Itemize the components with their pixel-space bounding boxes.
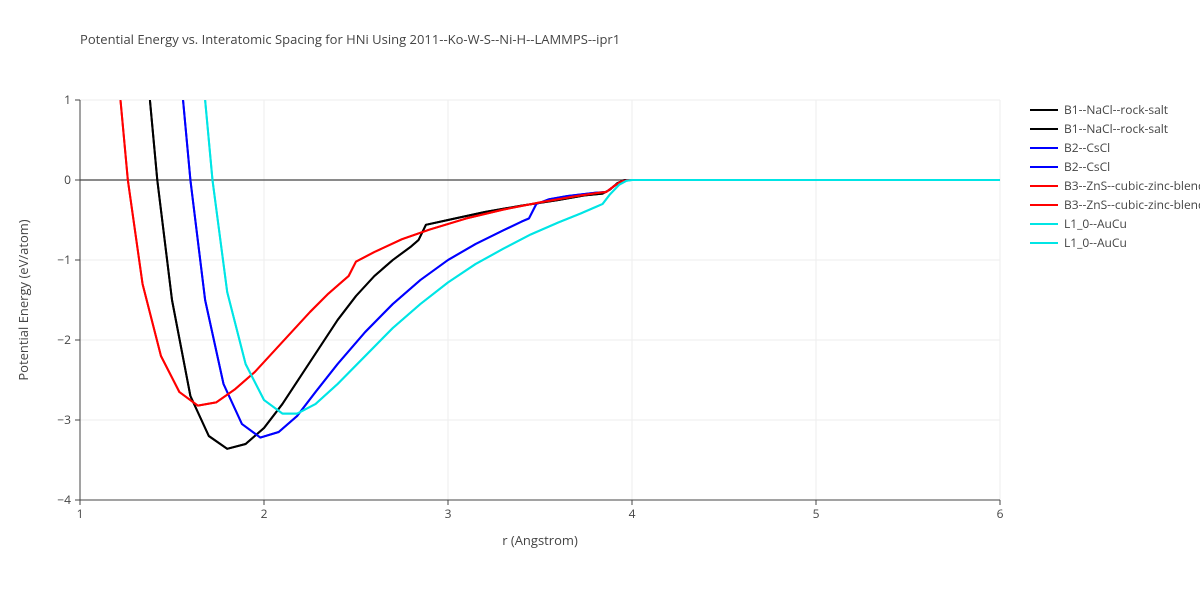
legend-item-2[interactable]: B2--CsCl: [1030, 138, 1200, 157]
legend-label: B2--CsCl: [1064, 158, 1110, 175]
svg-text:1: 1: [77, 505, 84, 522]
legend-item-0[interactable]: B1--NaCl--rock-salt: [1030, 100, 1200, 119]
series-line-0: [150, 100, 1000, 449]
svg-text:6: 6: [997, 505, 1004, 522]
legend-item-6[interactable]: L1_0--AuCu: [1030, 214, 1200, 233]
legend-label: B1--NaCl--rock-salt: [1064, 120, 1168, 137]
svg-text:4: 4: [629, 505, 636, 522]
svg-text:0: 0: [64, 171, 71, 188]
svg-text:1: 1: [64, 91, 71, 108]
legend-swatch: [1030, 204, 1058, 206]
series-line-4: [120, 100, 1000, 406]
svg-text:−2: −2: [57, 331, 71, 348]
legend-label: B2--CsCl: [1064, 139, 1110, 156]
legend-label: L1_0--AuCu: [1064, 234, 1127, 251]
legend: B1--NaCl--rock-salt B1--NaCl--rock-salt B2…: [1030, 100, 1200, 252]
legend-swatch: [1030, 185, 1058, 187]
series-line-1: [150, 100, 1000, 449]
legend-item-1[interactable]: B1--NaCl--rock-salt: [1030, 119, 1200, 138]
plot-svg: 1 2 3 4 5 6 −4 −3 −2 −1 0 1 r (Angstrom) Potential En…: [0, 0, 1200, 600]
legend-swatch: [1030, 147, 1058, 149]
legend-item-4[interactable]: B3--ZnS--cubic-zinc-blende: [1030, 176, 1200, 195]
svg-text:−4: −4: [57, 491, 71, 508]
legend-swatch: [1030, 109, 1058, 111]
legend-swatch: [1030, 128, 1058, 130]
legend-swatch: [1030, 242, 1058, 244]
series-line-6: [205, 100, 1000, 414]
svg-text:Potential Energy (eV/atom): Potential Energy (eV/atom): [14, 219, 32, 380]
svg-text:−3: −3: [57, 411, 71, 428]
svg-text:r (Angstrom): r (Angstrom): [502, 531, 578, 549]
series-line-7: [205, 100, 1000, 414]
svg-text:3: 3: [445, 505, 452, 522]
legend-label: L1_0--AuCu: [1064, 215, 1127, 232]
series-line-2: [183, 100, 1000, 438]
svg-text:5: 5: [813, 505, 820, 522]
legend-swatch: [1030, 166, 1058, 168]
legend-item-3[interactable]: B2--CsCl: [1030, 157, 1200, 176]
legend-item-5[interactable]: B3--ZnS--cubic-zinc-blende: [1030, 195, 1200, 214]
series-line-3: [183, 100, 1000, 438]
chart-container: { "chart": { "type": "line", "title": "P…: [0, 0, 1200, 600]
legend-label: B1--NaCl--rock-salt: [1064, 101, 1168, 118]
legend-swatch: [1030, 223, 1058, 225]
svg-text:2: 2: [261, 505, 268, 522]
legend-label: B3--ZnS--cubic-zinc-blende: [1064, 177, 1200, 194]
series-line-5: [120, 100, 1000, 406]
svg-text:−1: −1: [57, 251, 71, 268]
legend-label: B3--ZnS--cubic-zinc-blende: [1064, 196, 1200, 213]
legend-item-7[interactable]: L1_0--AuCu: [1030, 233, 1200, 252]
